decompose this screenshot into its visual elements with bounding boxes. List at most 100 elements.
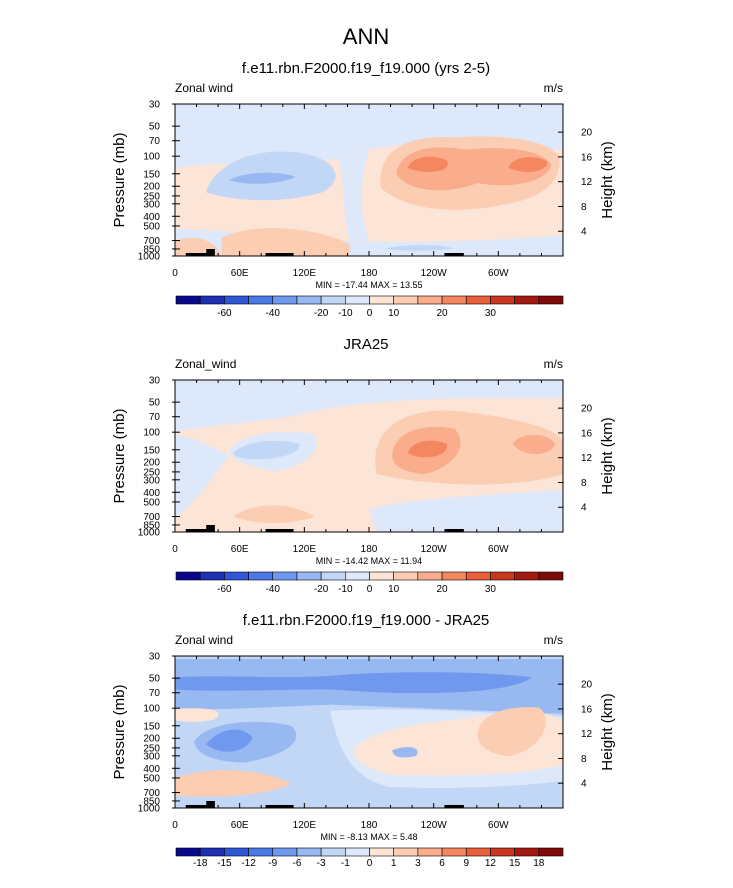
- colorbar-swatch: [369, 295, 394, 305]
- colorbar-label: 12: [485, 858, 497, 869]
- colorbar-label: -6: [292, 858, 301, 869]
- pressure-tick-label: 700: [143, 788, 160, 799]
- pressure-tick-label: 50: [149, 398, 161, 409]
- pressure-tick-label: 1000: [138, 252, 161, 263]
- colorbar-label: -40: [266, 584, 281, 595]
- contour-pos-mid: [477, 707, 546, 757]
- colorbar-label: -60: [217, 584, 232, 595]
- pressure-tick-label: 850: [143, 244, 160, 255]
- variable-label: Zonal_wind: [175, 357, 236, 371]
- contour-low-westerlies: [233, 505, 315, 524]
- height-tick-label: 16: [581, 704, 593, 715]
- pressure-tick-label: 100: [143, 704, 160, 715]
- colorbar-swatch: [272, 847, 298, 857]
- contour-easterly-pool: [175, 434, 230, 517]
- contour-field: [175, 380, 563, 532]
- pressure-tick-label: 50: [149, 122, 161, 133]
- height-tick-label: 16: [581, 428, 593, 439]
- colorbar-swatch: [441, 571, 467, 581]
- contour-pos-light: [175, 708, 219, 723]
- colorbar-swatch: [441, 295, 467, 305]
- colorbar-swatch: [199, 571, 225, 581]
- colorbar-swatch: [248, 295, 274, 305]
- colorbar-swatch: [490, 847, 515, 857]
- colorbar-swatch: [369, 571, 394, 581]
- pressure-tick-label: 200: [143, 182, 160, 193]
- lon-tick-label: 60E: [231, 544, 249, 555]
- colorbar-swatch: [224, 571, 249, 581]
- pressure-tick-label: 30: [149, 376, 161, 387]
- colorbar-swatch: [345, 571, 370, 581]
- min-max-stats: MIN = -8.13 MAX = 5.48: [320, 832, 417, 842]
- colorbar-swatch: [538, 295, 564, 305]
- lon-tick-label: 120E: [293, 820, 317, 831]
- y-axis-label-right: Height (km): [599, 141, 616, 219]
- colorbar-swatch: [320, 295, 346, 305]
- y-axis-label-right: Height (km): [599, 693, 616, 771]
- pressure-tick-label: 100: [143, 428, 160, 439]
- colorbar-label: 20: [437, 584, 449, 595]
- colorbar-swatch: [296, 571, 322, 581]
- lon-tick-label: 60W: [488, 820, 509, 831]
- contour-jet-core: [407, 156, 448, 172]
- pressure-tick-label: 500: [143, 773, 160, 784]
- panel-title: f.e11.rbn.F2000.f19_f19.000 (yrs 2-5): [242, 60, 490, 77]
- pressure-tick-label: 1000: [138, 804, 161, 815]
- lon-tick-label: 60W: [488, 544, 509, 555]
- colorbar-swatch: [175, 295, 201, 305]
- panel-1: f.e11.rbn.F2000.f19_f19.000 (yrs 2-5) Zon…: [111, 60, 616, 319]
- colorbar-swatch: [199, 295, 225, 305]
- pressure-tick-label: 70: [149, 688, 161, 699]
- colorbar-label: 20: [437, 308, 449, 319]
- height-tick-label: 4: [581, 227, 587, 238]
- topography-mask: [444, 805, 464, 808]
- topography-mask: [444, 529, 464, 532]
- pressure-tick-label: 200: [143, 458, 160, 469]
- colorbar-label: 0: [367, 858, 373, 869]
- height-tick-label: 20: [581, 404, 593, 415]
- pressure-tick-label: 400: [143, 212, 160, 223]
- height-tick-label: 12: [581, 177, 593, 188]
- y-axis-label-right: Height (km): [599, 417, 616, 495]
- contour-low-westerlies: [221, 228, 350, 256]
- colorbar-swatch: [320, 571, 346, 581]
- colorbar-label: 15: [509, 858, 521, 869]
- colorbar-swatch: [514, 295, 540, 305]
- contour-jet-core: [407, 440, 447, 458]
- pressure-tick-label: 70: [149, 136, 161, 147]
- pressure-tick-label: 250: [143, 191, 160, 202]
- units-label: m/s: [544, 81, 563, 95]
- pressure-tick-label: 700: [143, 236, 160, 247]
- contour-field: [175, 656, 563, 808]
- pressure-tick-label: 150: [143, 721, 160, 732]
- pressure-tick-label: 400: [143, 764, 160, 775]
- pressure-tick-label: 30: [149, 652, 161, 663]
- topography-mask: [444, 253, 464, 256]
- colorbar-swatch: [345, 847, 370, 857]
- pressure-tick-label: 300: [143, 199, 160, 210]
- pressure-tick-label: 30: [149, 100, 161, 111]
- colorbar-label: -1: [341, 858, 350, 869]
- height-tick-label: 20: [581, 128, 593, 139]
- colorbar-swatch: [175, 847, 201, 857]
- colorbar-swatch: [224, 847, 249, 857]
- contour-easterly-core: [233, 440, 300, 460]
- colorbar-swatch: [248, 847, 274, 857]
- min-max-stats: MIN = -17.44 MAX = 13.55: [315, 280, 422, 290]
- pressure-tick-label: 150: [143, 445, 160, 456]
- topography-mask: [265, 805, 294, 808]
- height-tick-label: 12: [581, 729, 593, 740]
- colorbar-label: -10: [338, 308, 353, 319]
- pressure-tick-label: 150: [143, 169, 160, 180]
- pressure-tick-label: 400: [143, 488, 160, 499]
- colorbar-label: -3: [317, 858, 326, 869]
- lon-tick-label: 120E: [293, 544, 317, 555]
- height-tick-label: 4: [581, 503, 587, 514]
- topography-mask: [265, 253, 294, 256]
- panel-title: JRA25: [343, 336, 388, 353]
- lon-tick-label: 60E: [231, 268, 249, 279]
- y-axis-label: Pressure (mb): [111, 132, 128, 227]
- lon-tick-label: 120W: [421, 268, 448, 279]
- colorbar-label: -18: [193, 858, 208, 869]
